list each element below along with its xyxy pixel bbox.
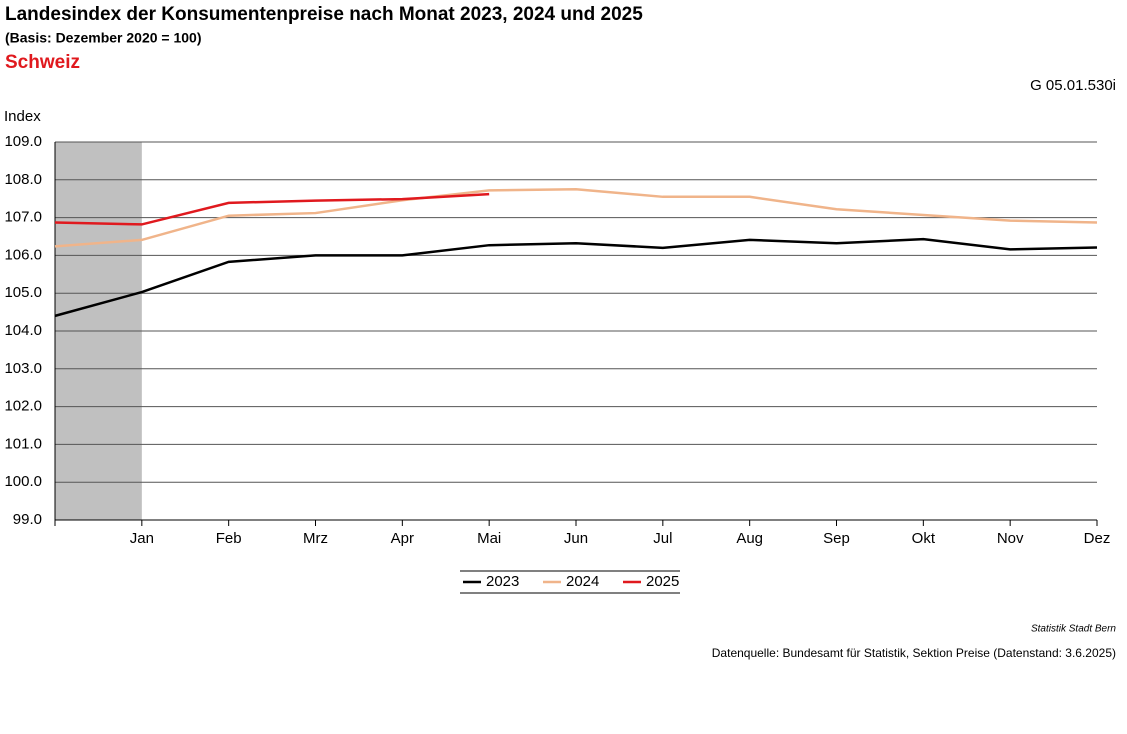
- chart-title: Landesindex der Konsumentenpreise nach M…: [5, 4, 643, 25]
- series-line: [54, 192, 490, 226]
- y-tick-label: 105.0: [4, 284, 42, 301]
- y-tick-label: 103.0: [4, 360, 42, 377]
- y-tick-label: 99.0: [13, 511, 42, 528]
- series-line: [54, 187, 1098, 248]
- x-tick-label: Nov: [997, 530, 1024, 547]
- y-tick-label: 104.0: [4, 322, 42, 339]
- x-tick-label: Dez: [1084, 530, 1111, 547]
- series-line: [54, 237, 1098, 318]
- x-tick-label: Aug: [736, 530, 763, 547]
- source: Datenquelle: Bundesamt für Statistik, Se…: [712, 646, 1116, 660]
- x-tick-label: Apr: [391, 530, 414, 547]
- y-tick-label: 102.0: [4, 398, 42, 415]
- y-tick-label: 108.0: [4, 171, 42, 188]
- chart-code: G 05.01.530i: [1030, 77, 1116, 94]
- x-tick-label: Mrz: [303, 530, 328, 547]
- x-tick-label: Jul: [653, 530, 672, 547]
- y-tick-label: 106.0: [4, 246, 42, 263]
- legend-label: 2023: [486, 573, 519, 590]
- x-tick-label: Jun: [564, 530, 588, 547]
- x-tick-label: Sep: [823, 530, 850, 547]
- y-tick-label: 101.0: [4, 435, 42, 452]
- x-tick-label: Mai: [477, 530, 501, 547]
- y-tick-label: 100.0: [4, 473, 42, 490]
- legend-label: 2024: [566, 573, 599, 590]
- y-tick-label: 109.0: [4, 133, 42, 150]
- x-tick-label: Feb: [216, 530, 242, 547]
- x-tick-label: Okt: [912, 530, 936, 547]
- region: Schweiz: [5, 52, 80, 73]
- x-tick-label: Jan: [130, 530, 154, 547]
- chart-subtitle: (Basis: Dezember 2020 = 100): [5, 30, 202, 46]
- source-org: Statistik Stadt Bern: [1031, 624, 1116, 635]
- y-axis-label: Index: [4, 108, 41, 125]
- y-tick-label: 107.0: [4, 209, 42, 226]
- legend-label: 2025: [646, 573, 679, 590]
